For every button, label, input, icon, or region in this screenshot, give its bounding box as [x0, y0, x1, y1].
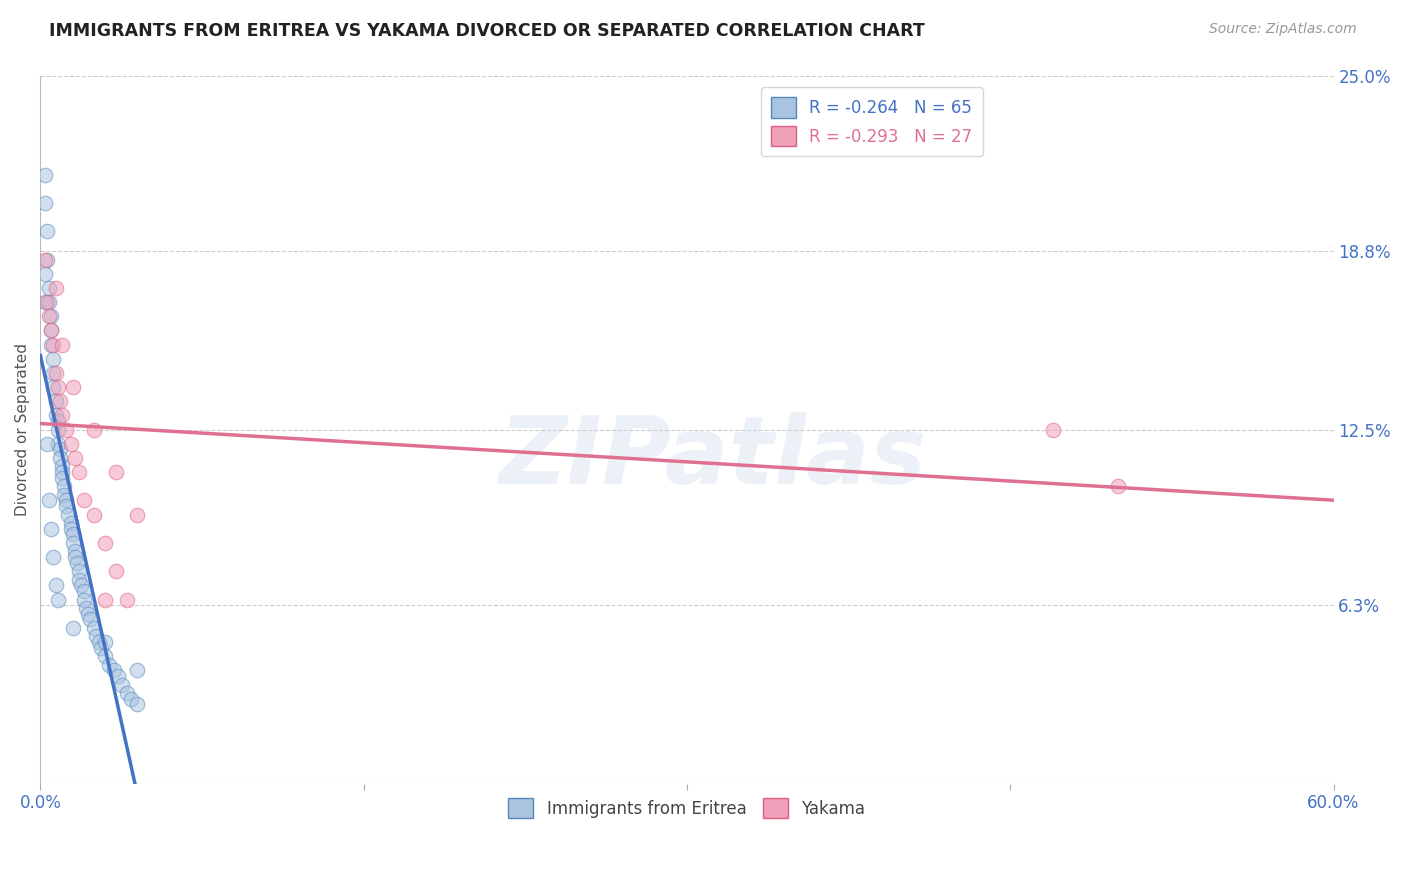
- Point: [35, 252, 58, 267]
- Point: [35, 224, 58, 238]
- Point: [42, 351, 65, 366]
- Point: [75, 601, 97, 615]
- Point: [67, 564, 90, 578]
- Point: [63, 450, 86, 465]
- Text: ZIPatlas: ZIPatlas: [499, 412, 927, 504]
- Point: [49, 394, 72, 409]
- Point: [42, 337, 65, 351]
- Point: [94, 536, 117, 550]
- Point: [94, 592, 117, 607]
- Point: [127, 664, 149, 678]
- Point: [55, 493, 77, 508]
- Point: [39, 323, 62, 337]
- Point: [104, 564, 127, 578]
- Point: [46, 414, 69, 428]
- Point: [38, 281, 60, 295]
- Point: [59, 437, 82, 451]
- Point: [42, 366, 65, 380]
- Point: [44, 366, 66, 380]
- Point: [76, 607, 98, 621]
- Point: [51, 465, 73, 479]
- Point: [72, 592, 94, 607]
- Y-axis label: Divorced or Separated: Divorced or Separated: [15, 343, 30, 516]
- Text: Source: ZipAtlas.com: Source: ZipAtlas.com: [1209, 22, 1357, 37]
- Point: [46, 592, 69, 607]
- Point: [62, 380, 84, 394]
- Point: [39, 522, 62, 536]
- Point: [115, 592, 138, 607]
- Point: [94, 649, 117, 664]
- Point: [59, 516, 82, 530]
- Point: [49, 442, 72, 457]
- Point: [1042, 423, 1064, 437]
- Point: [1107, 479, 1129, 493]
- Point: [34, 252, 56, 267]
- Point: [83, 508, 105, 522]
- Point: [59, 522, 82, 536]
- Point: [62, 536, 84, 550]
- Point: [38, 310, 60, 324]
- Point: [62, 527, 84, 541]
- Point: [51, 409, 73, 423]
- Point: [115, 686, 138, 700]
- Point: [87, 635, 110, 649]
- Point: [35, 437, 58, 451]
- Point: [38, 493, 60, 508]
- Point: [120, 691, 142, 706]
- Point: [62, 621, 84, 635]
- Text: IMMIGRANTS FROM ERITREA VS YAKAMA DIVORCED OR SEPARATED CORRELATION CHART: IMMIGRANTS FROM ERITREA VS YAKAMA DIVORC…: [49, 22, 925, 40]
- Point: [55, 499, 77, 513]
- Point: [72, 493, 94, 508]
- Point: [63, 544, 86, 558]
- Point: [83, 621, 105, 635]
- Point: [39, 310, 62, 324]
- Point: [55, 423, 77, 437]
- Point: [44, 394, 66, 409]
- Point: [34, 267, 56, 281]
- Point: [67, 573, 90, 587]
- Point: [35, 295, 58, 310]
- Point: [39, 323, 62, 337]
- Point: [86, 629, 108, 643]
- Point: [44, 281, 66, 295]
- Point: [94, 635, 117, 649]
- Point: [63, 550, 86, 565]
- Point: [34, 196, 56, 211]
- Point: [72, 584, 94, 599]
- Point: [46, 423, 69, 437]
- Point: [53, 488, 76, 502]
- Point: [53, 479, 76, 493]
- Point: [98, 657, 121, 672]
- Point: [42, 550, 65, 565]
- Point: [67, 465, 90, 479]
- Point: [79, 612, 101, 626]
- Point: [34, 295, 56, 310]
- Point: [66, 556, 89, 570]
- Point: [70, 578, 93, 592]
- Point: [38, 295, 60, 310]
- Point: [51, 459, 73, 474]
- Legend: Immigrants from Eritrea, Yakama: Immigrants from Eritrea, Yakama: [502, 791, 872, 825]
- Point: [49, 450, 72, 465]
- Point: [34, 168, 56, 182]
- Point: [103, 664, 125, 678]
- Point: [44, 578, 66, 592]
- Point: [104, 465, 127, 479]
- Point: [46, 380, 69, 394]
- Point: [107, 669, 129, 683]
- Point: [83, 423, 105, 437]
- Point: [39, 337, 62, 351]
- Point: [51, 471, 73, 485]
- Point: [90, 640, 112, 655]
- Point: [51, 337, 73, 351]
- Point: [127, 508, 149, 522]
- Point: [127, 698, 149, 712]
- Point: [58, 508, 80, 522]
- Point: [111, 677, 134, 691]
- Point: [42, 380, 65, 394]
- Point: [44, 409, 66, 423]
- Point: [46, 437, 69, 451]
